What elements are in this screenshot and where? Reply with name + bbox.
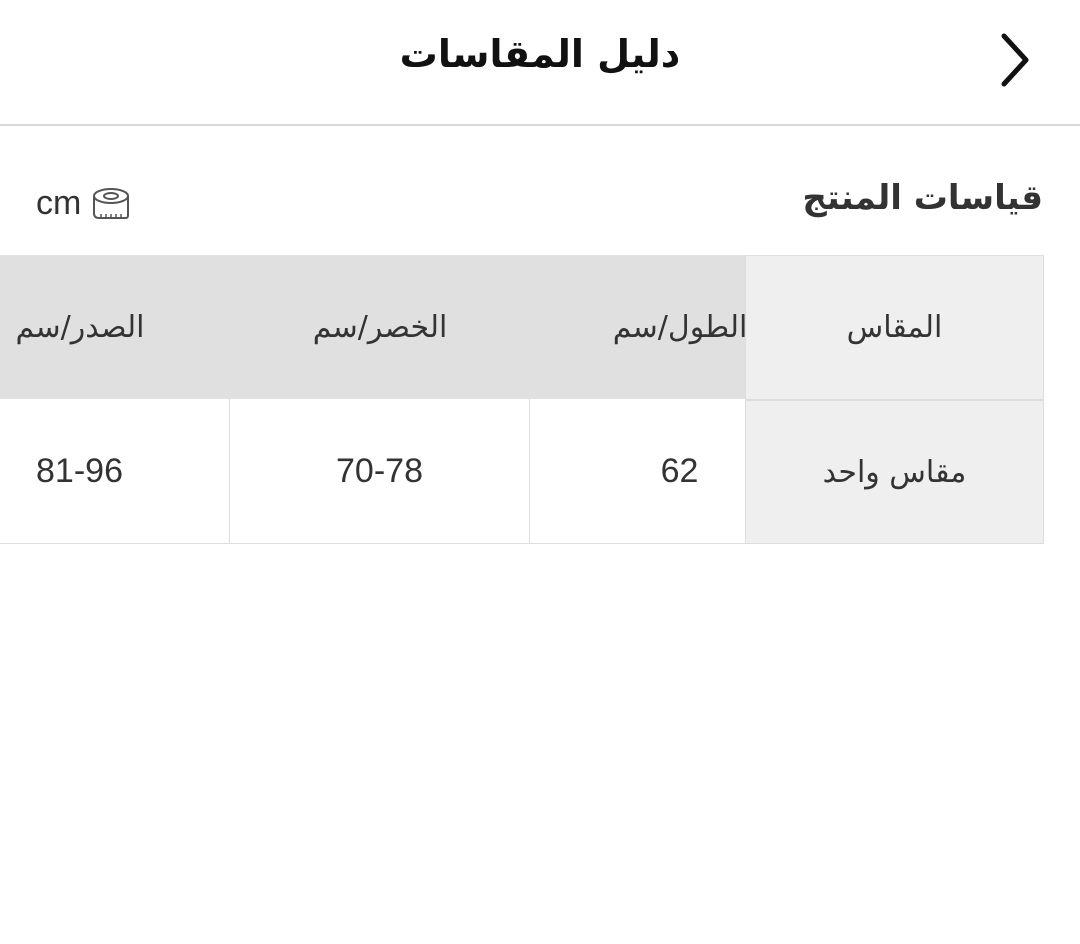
page-title: دليل المقاسات: [399, 32, 681, 76]
header-waist: الخصر/سم: [230, 255, 530, 399]
measuring-tape-icon: [93, 187, 130, 219]
chevron-right-icon: [1001, 33, 1029, 87]
size-table[interactable]: الصدر/سم الخصر/سم الطول/سم 81-96 70-78 6…: [0, 255, 1044, 545]
cell-waist: 70-78: [230, 399, 530, 544]
header-size: المقاس: [745, 255, 1044, 400]
top-bar: دليل المقاسات: [0, 0, 1080, 126]
back-button[interactable]: [990, 30, 1040, 90]
section-title: قياسات المنتج: [802, 178, 1043, 218]
unit-toggle[interactable]: cm: [36, 184, 131, 223]
cell-chest: 81-96: [0, 399, 230, 544]
header-chest: الصدر/سم: [0, 255, 230, 399]
cell-size: مقاس واحد: [745, 400, 1044, 544]
unit-label: cm: [36, 184, 82, 222]
